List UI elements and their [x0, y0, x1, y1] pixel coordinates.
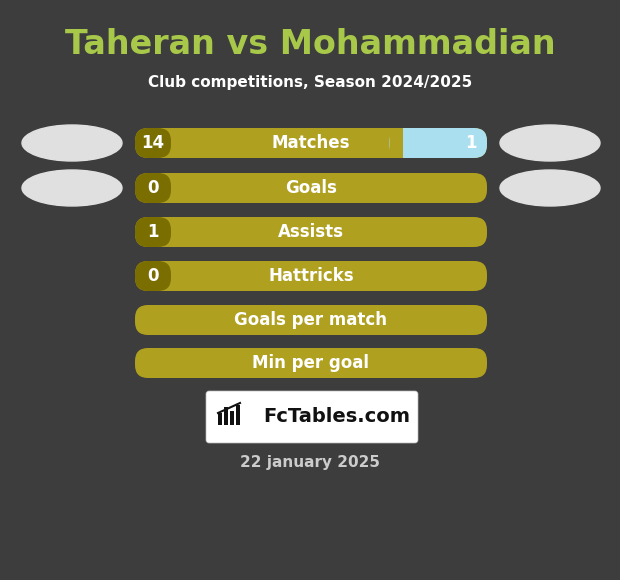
FancyBboxPatch shape: [135, 261, 487, 291]
Text: 0: 0: [148, 179, 159, 197]
Bar: [389, 128, 402, 158]
FancyBboxPatch shape: [135, 128, 171, 158]
Text: Matches: Matches: [272, 134, 350, 152]
Text: Hattricks: Hattricks: [268, 267, 354, 285]
Text: 22 january 2025: 22 january 2025: [240, 455, 380, 469]
Text: Taheran vs Mohammadian: Taheran vs Mohammadian: [64, 28, 556, 61]
FancyBboxPatch shape: [135, 173, 487, 203]
FancyBboxPatch shape: [389, 128, 487, 158]
Text: Goals per match: Goals per match: [234, 311, 388, 329]
Text: Min per goal: Min per goal: [252, 354, 370, 372]
Bar: [224, 407, 228, 425]
Ellipse shape: [22, 125, 122, 161]
Bar: [230, 411, 234, 425]
Bar: [218, 413, 222, 425]
Text: 1: 1: [148, 223, 159, 241]
Ellipse shape: [22, 170, 122, 206]
Text: Club competitions, Season 2024/2025: Club competitions, Season 2024/2025: [148, 74, 472, 89]
Ellipse shape: [500, 125, 600, 161]
Text: 0: 0: [148, 267, 159, 285]
Text: FcTables.com: FcTables.com: [264, 408, 410, 426]
Text: 1: 1: [465, 134, 477, 152]
Text: Goals: Goals: [285, 179, 337, 197]
FancyBboxPatch shape: [135, 217, 487, 247]
FancyBboxPatch shape: [206, 391, 418, 443]
FancyBboxPatch shape: [135, 128, 487, 158]
FancyBboxPatch shape: [135, 305, 487, 335]
Text: 14: 14: [141, 134, 164, 152]
Ellipse shape: [500, 170, 600, 206]
FancyBboxPatch shape: [135, 173, 171, 203]
Text: Assists: Assists: [278, 223, 344, 241]
Bar: [236, 405, 240, 425]
FancyBboxPatch shape: [135, 217, 171, 247]
FancyBboxPatch shape: [135, 261, 171, 291]
FancyBboxPatch shape: [135, 348, 487, 378]
